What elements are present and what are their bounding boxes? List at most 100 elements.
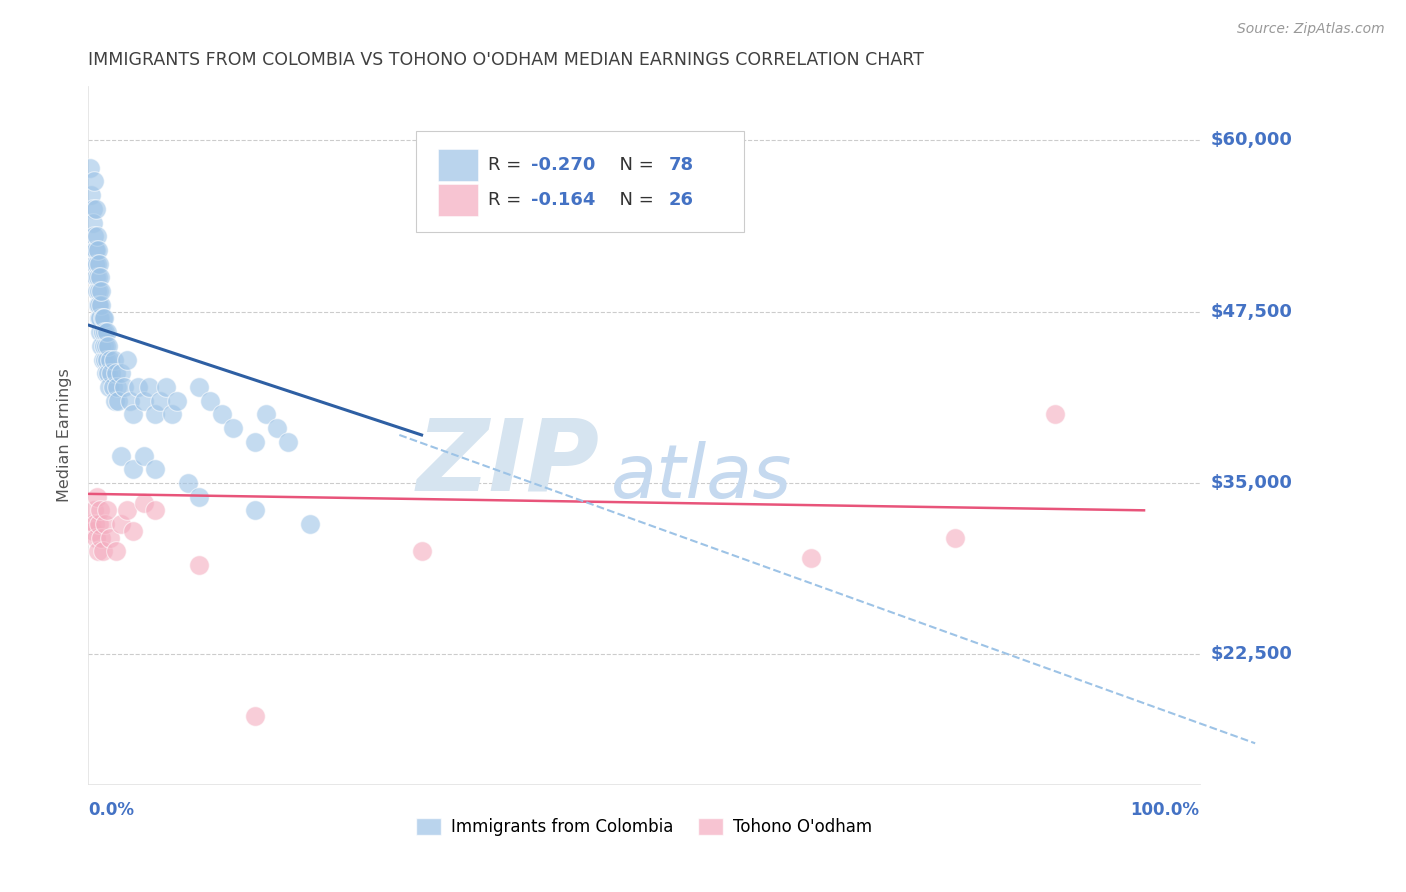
Point xyxy=(121,462,143,476)
Point xyxy=(112,380,135,394)
Point xyxy=(84,531,107,545)
Text: -0.270: -0.270 xyxy=(530,156,595,174)
Point xyxy=(97,366,120,380)
Point xyxy=(110,366,132,380)
Point xyxy=(89,325,111,339)
Point xyxy=(160,408,183,422)
Text: $22,500: $22,500 xyxy=(1211,645,1292,664)
Text: 0.0%: 0.0% xyxy=(89,801,134,819)
Point xyxy=(89,270,111,285)
Point xyxy=(221,421,243,435)
FancyBboxPatch shape xyxy=(439,184,478,216)
Point xyxy=(84,270,107,285)
Text: 26: 26 xyxy=(668,191,693,209)
Text: 78: 78 xyxy=(668,156,693,174)
Point xyxy=(89,503,111,517)
Point xyxy=(89,298,111,312)
Point xyxy=(1043,408,1066,422)
Point xyxy=(104,366,127,380)
Point xyxy=(80,188,103,202)
Point xyxy=(86,229,108,244)
Text: N =: N = xyxy=(609,191,659,209)
Point xyxy=(87,243,110,257)
Point xyxy=(94,325,117,339)
Point xyxy=(94,516,117,531)
Point xyxy=(104,393,127,408)
Point xyxy=(83,174,105,188)
Point xyxy=(96,352,118,367)
Point xyxy=(132,393,155,408)
Point xyxy=(87,270,110,285)
Point xyxy=(89,516,111,531)
Point xyxy=(266,421,288,435)
Point xyxy=(299,516,322,531)
Point xyxy=(89,284,111,298)
Point xyxy=(127,380,149,394)
Point xyxy=(90,284,112,298)
Point xyxy=(101,380,124,394)
Point xyxy=(91,325,114,339)
Point xyxy=(243,709,266,723)
Point xyxy=(132,449,155,463)
Point xyxy=(82,524,104,538)
Point xyxy=(110,516,132,531)
Point xyxy=(89,311,111,326)
Point xyxy=(82,202,104,216)
Point xyxy=(115,352,138,367)
Point xyxy=(97,339,120,353)
Point xyxy=(277,434,299,449)
Point xyxy=(800,551,823,566)
Point xyxy=(243,434,266,449)
Point xyxy=(254,408,277,422)
Point xyxy=(94,339,117,353)
Point xyxy=(188,490,211,504)
Text: Source: ZipAtlas.com: Source: ZipAtlas.com xyxy=(1237,22,1385,37)
Point xyxy=(120,393,142,408)
Point xyxy=(83,257,105,271)
Point xyxy=(90,531,112,545)
Text: N =: N = xyxy=(609,156,659,174)
Point xyxy=(89,311,111,326)
Text: -0.164: -0.164 xyxy=(530,191,595,209)
Point xyxy=(411,544,433,558)
Point xyxy=(90,339,112,353)
Point xyxy=(83,243,105,257)
Point xyxy=(86,490,108,504)
Point xyxy=(83,503,105,517)
FancyBboxPatch shape xyxy=(416,131,744,232)
Point xyxy=(200,393,222,408)
Point xyxy=(94,366,117,380)
Point xyxy=(143,408,166,422)
Point xyxy=(96,503,118,517)
Point xyxy=(82,215,104,229)
Point xyxy=(104,544,127,558)
Point xyxy=(87,298,110,312)
Text: IMMIGRANTS FROM COLOMBIA VS TOHONO O'ODHAM MEDIAN EARNINGS CORRELATION CHART: IMMIGRANTS FROM COLOMBIA VS TOHONO O'ODH… xyxy=(89,51,924,69)
Point xyxy=(89,257,111,271)
Point xyxy=(121,408,143,422)
Point xyxy=(188,380,211,394)
Point xyxy=(83,516,105,531)
Point xyxy=(80,516,103,531)
Point xyxy=(121,524,143,538)
Point xyxy=(87,544,110,558)
Point xyxy=(96,325,118,339)
Text: $60,000: $60,000 xyxy=(1211,131,1292,149)
Point xyxy=(166,393,188,408)
Point xyxy=(91,544,114,558)
Point xyxy=(243,503,266,517)
Text: 100.0%: 100.0% xyxy=(1130,801,1199,819)
Legend: Immigrants from Colombia, Tohono O'odham: Immigrants from Colombia, Tohono O'odham xyxy=(409,811,879,842)
Point xyxy=(84,243,107,257)
Point xyxy=(91,352,114,367)
Point xyxy=(138,380,160,394)
Point xyxy=(110,449,132,463)
Text: atlas: atlas xyxy=(610,441,792,513)
Point xyxy=(177,475,200,490)
Point xyxy=(90,298,112,312)
Point xyxy=(105,380,128,394)
Point xyxy=(143,462,166,476)
Point xyxy=(149,393,172,408)
Point xyxy=(84,202,107,216)
Point xyxy=(86,284,108,298)
